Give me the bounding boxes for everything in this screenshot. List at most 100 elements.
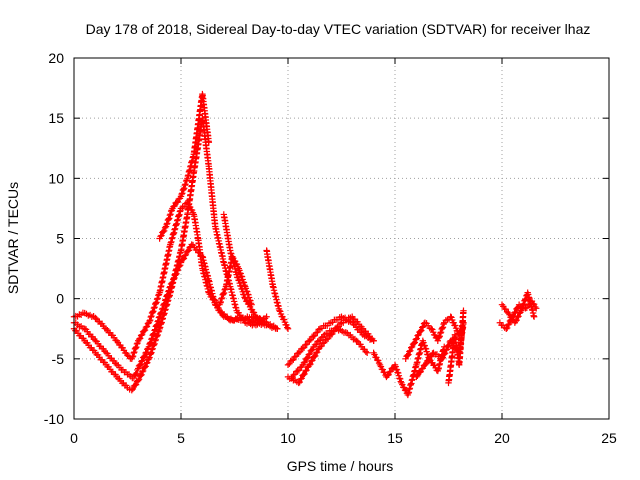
- data-point-fill: [307, 360, 314, 368]
- data-point-fill: [140, 353, 148, 360]
- data-point: [135, 377, 142, 384]
- y-tick-label: 20: [48, 50, 64, 66]
- x-tick-label: 10: [280, 430, 296, 446]
- data-point-fill: [136, 335, 144, 342]
- data-point-fill: [135, 376, 143, 383]
- data-point-fill: [286, 360, 293, 367]
- data-points: [70, 90, 540, 399]
- data-point-fill: [298, 375, 305, 382]
- data-point: [124, 352, 131, 359]
- data-point: [128, 386, 135, 394]
- data-point-fill: [304, 354, 312, 361]
- data-point-fill: [147, 350, 154, 357]
- data-point-fill: [411, 339, 419, 346]
- data-point-fill: [328, 330, 336, 338]
- data-point-fill: [138, 331, 146, 338]
- data-point-fill: [503, 324, 511, 332]
- x-tick-label: 5: [177, 430, 185, 446]
- data-point-fill: [219, 312, 226, 319]
- data-point-fill: [182, 251, 190, 259]
- x-tick-label: 15: [387, 430, 403, 446]
- data-point-fill: [150, 304, 158, 312]
- data-point-fill: [428, 353, 435, 360]
- data-point-fill: [518, 305, 526, 313]
- data-point-fill: [315, 337, 323, 344]
- data-point-fill: [297, 375, 304, 383]
- data-point-fill: [324, 335, 332, 342]
- y-axis-label: SDTVAR / TECUs: [5, 182, 21, 294]
- data-point-fill: [291, 353, 298, 361]
- data-point-fill: [290, 356, 297, 363]
- data-point-fill: [435, 333, 443, 341]
- data-point-fill: [412, 336, 419, 343]
- data-point-fill: [407, 347, 414, 354]
- data-point-fill: [413, 335, 420, 342]
- data-point-fill: [513, 316, 520, 324]
- data-point-fill: [292, 353, 300, 360]
- data-point-fill: [217, 298, 225, 306]
- data-point-fill: [308, 357, 315, 365]
- data-point-fill: [307, 336, 314, 343]
- data-point-fill: [148, 349, 155, 356]
- data-point-fill: [300, 371, 307, 378]
- data-point-fill: [151, 304, 158, 311]
- data-point-fill: [335, 323, 343, 330]
- data-point-fill: [290, 371, 297, 379]
- data-point-fill: [385, 371, 392, 378]
- data-point-fill: [429, 350, 436, 357]
- data-point-fill: [146, 317, 153, 325]
- data-point-fill: [439, 324, 447, 331]
- data-point-fill: [179, 256, 187, 263]
- data-point-fill: [155, 314, 163, 321]
- data-point-fill: [241, 282, 248, 289]
- data-point-fill: [443, 346, 450, 353]
- data-point-fill: [155, 328, 162, 336]
- data-point-fill: [133, 370, 140, 377]
- data-point-fill: [132, 371, 139, 378]
- data-point-fill: [336, 320, 344, 327]
- data-point-fill: [515, 313, 522, 320]
- data-point-fill: [166, 211, 174, 219]
- data-point-fill: [303, 341, 310, 348]
- series-trace-2: [70, 241, 281, 382]
- data-point-fill: [436, 333, 443, 340]
- data-point-fill: [295, 367, 303, 374]
- data-point-fill: [153, 332, 161, 340]
- series-trace-6: [209, 253, 255, 308]
- data-point-fill: [504, 321, 512, 329]
- data-point-fill: [136, 361, 144, 369]
- y-tick-label: 15: [48, 110, 64, 126]
- data-point-fill: [445, 342, 452, 349]
- data-point-fill: [158, 232, 165, 239]
- data-point: [370, 337, 377, 344]
- data-point: [248, 301, 255, 308]
- x-tick-label: 25: [601, 430, 617, 446]
- data-point-fill: [160, 228, 167, 235]
- series-trace-7: [263, 247, 292, 332]
- data-point-fill: [419, 324, 426, 331]
- data-point-fill: [312, 352, 319, 360]
- data-point: [413, 373, 420, 381]
- data-point-fill: [301, 358, 309, 366]
- data-point-fill: [417, 328, 424, 335]
- data-point-fill: [323, 336, 330, 343]
- data-point-fill: [300, 344, 308, 351]
- series-trace-14: [445, 307, 467, 387]
- data-point-fill: [138, 371, 145, 378]
- data-point-fill: [129, 352, 137, 360]
- data-point-fill: [514, 313, 521, 321]
- data-point: [274, 325, 281, 332]
- data-point-fill: [153, 299, 160, 306]
- data-point-fill: [153, 296, 161, 303]
- data-point-fill: [180, 185, 187, 193]
- y-tick-label: -10: [44, 411, 64, 427]
- data-point-fill: [311, 353, 318, 360]
- data-point-fill: [299, 345, 306, 352]
- data-point-fill: [147, 313, 154, 321]
- grid: [74, 58, 609, 419]
- data-point-fill: [405, 351, 412, 358]
- data-point-fill: [173, 199, 180, 206]
- data-point-fill: [129, 385, 137, 393]
- data-point-fill: [313, 348, 321, 356]
